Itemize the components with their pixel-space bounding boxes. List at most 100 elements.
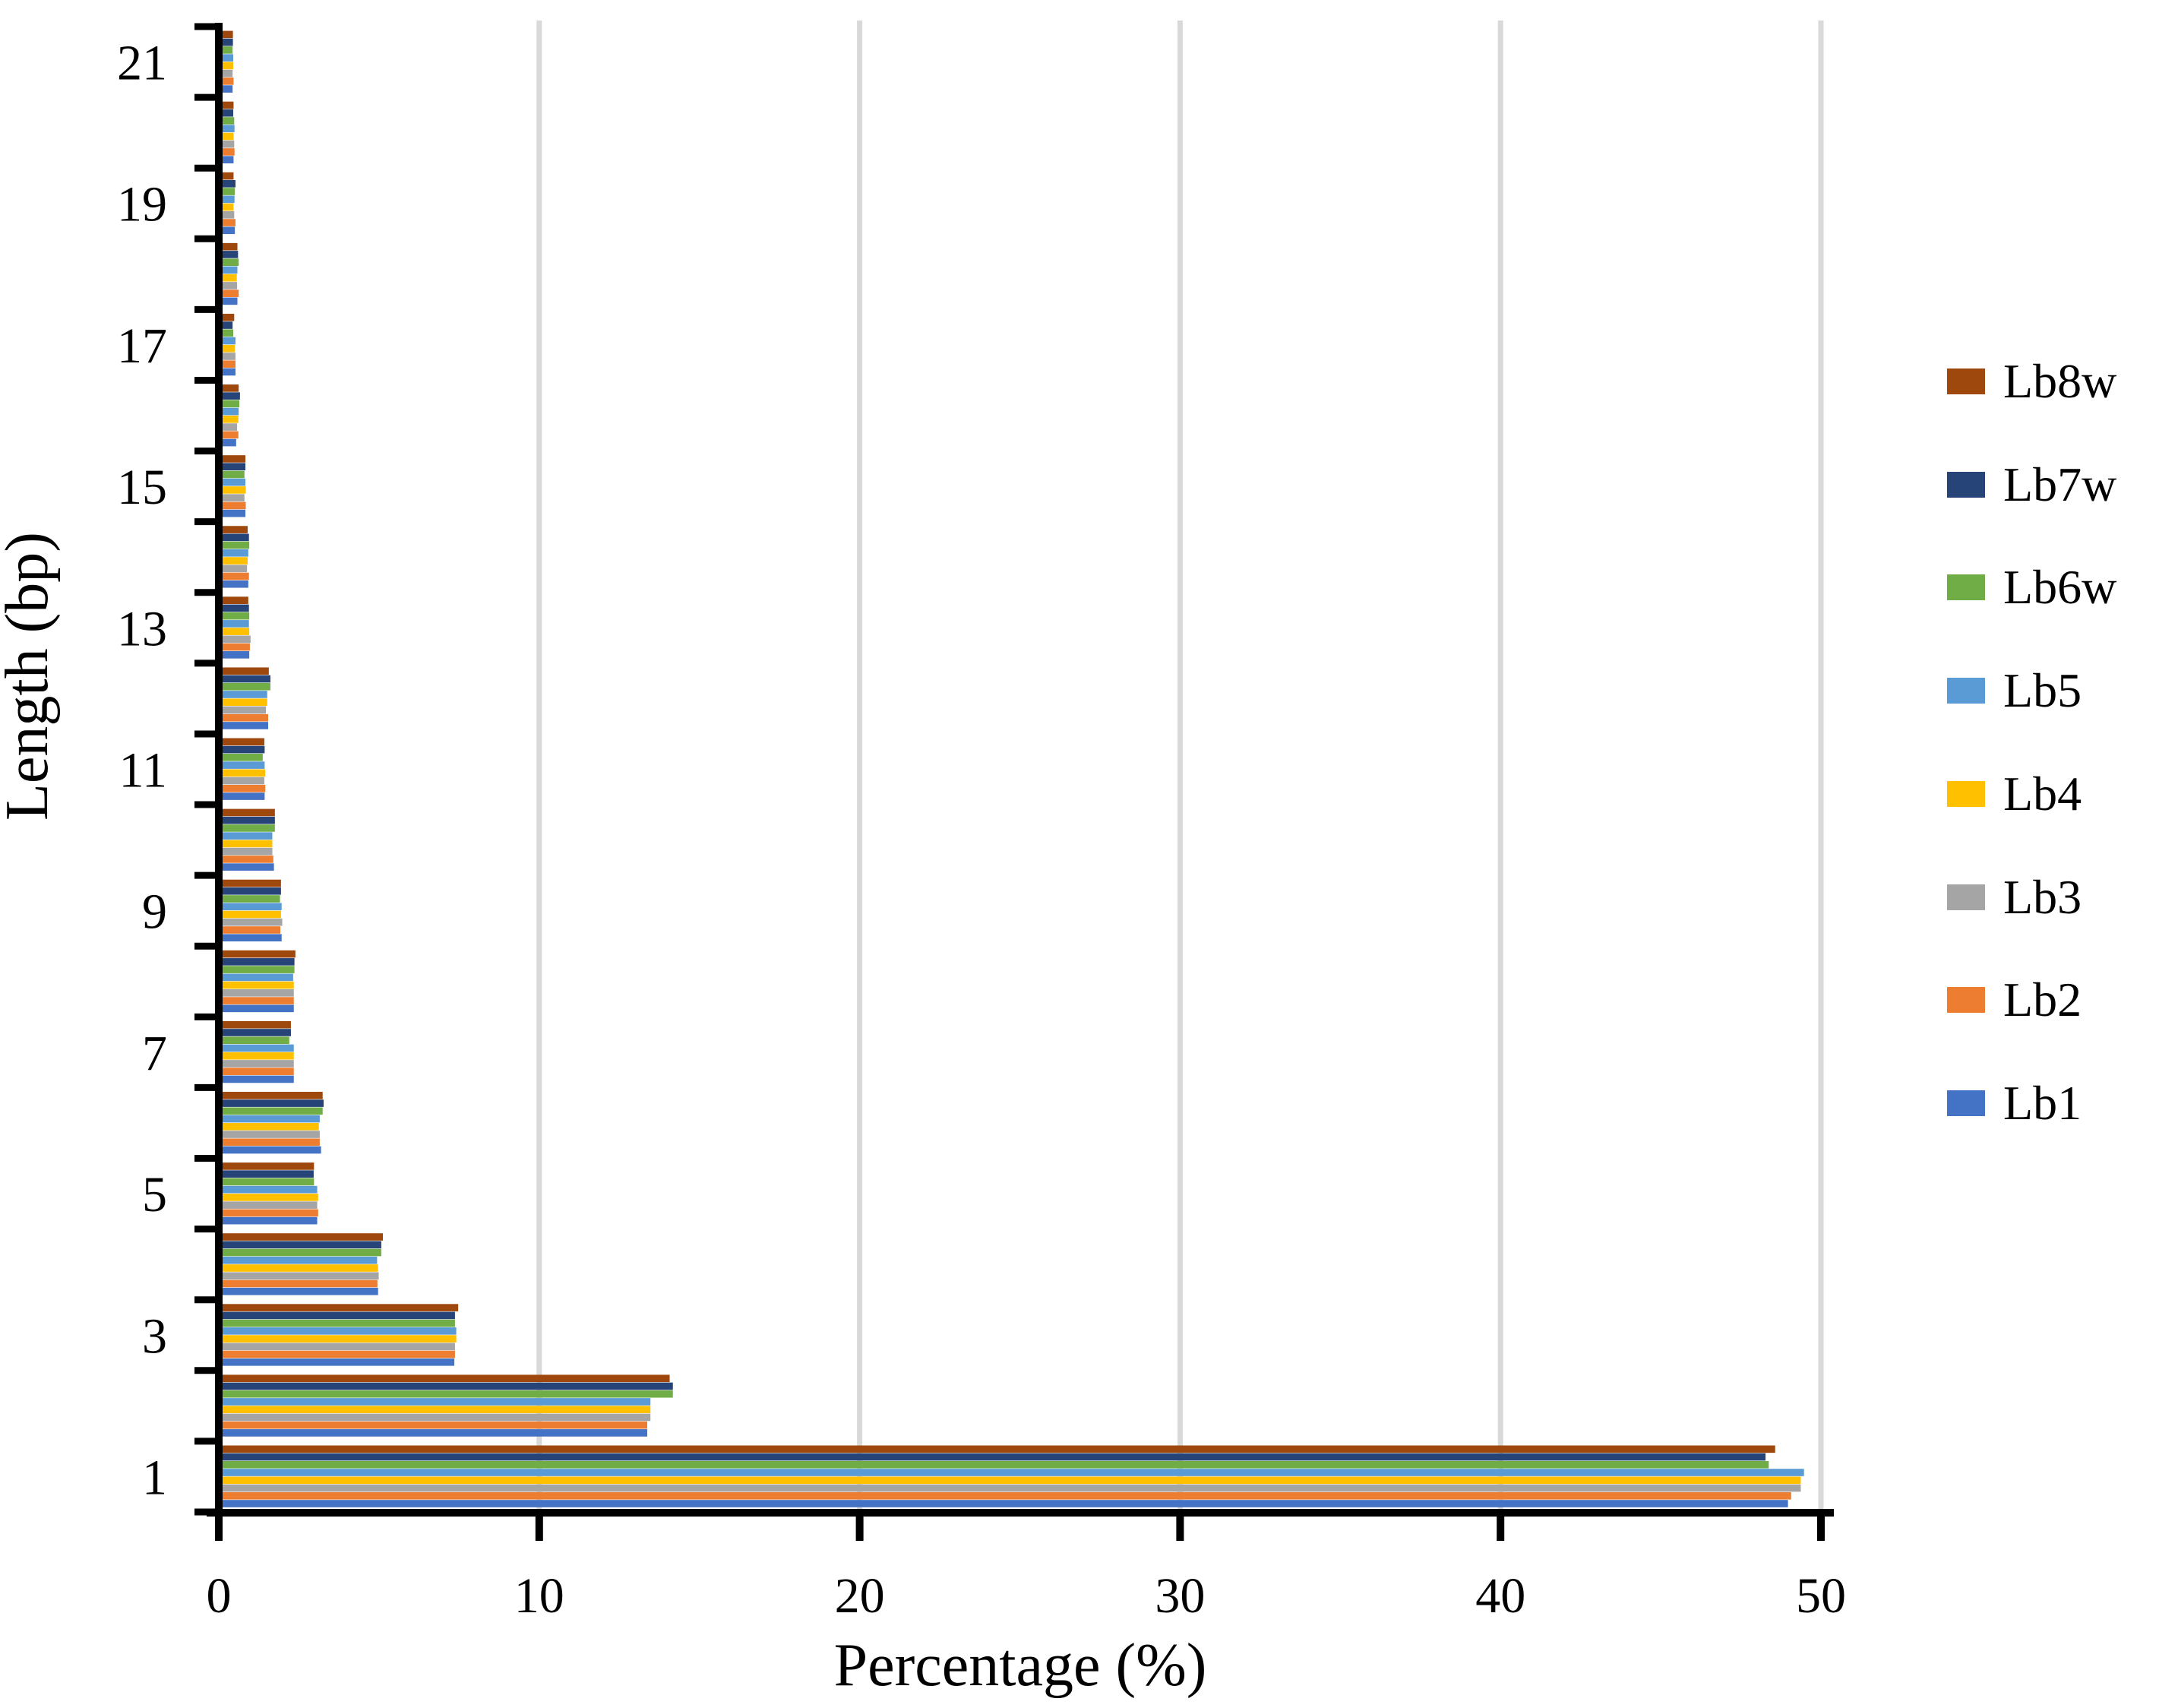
bar-Lb8w-length-16 (221, 384, 239, 392)
bar-Lb1-length-1 (221, 1500, 1788, 1507)
bar-Lb4-length-10 (221, 840, 273, 848)
bar-Lb8w-length-10 (221, 808, 275, 817)
bar-Lb8w-length-3 (221, 1304, 459, 1311)
bar-Lb1-length-5 (221, 1216, 318, 1225)
y-tick-label-13: 13 (117, 601, 167, 656)
bar-Lb8w-length-17 (221, 313, 235, 321)
bar-Lb5-length-20 (221, 125, 235, 133)
bar-Lb3-length-20 (221, 140, 235, 148)
bar-Lb3-length-1 (221, 1484, 1801, 1492)
bar-Lb6w-length-11 (221, 754, 263, 761)
bar-Lb4-length-18 (221, 274, 237, 282)
bar-Lb3-length-4 (221, 1272, 379, 1280)
y-tick-label-1: 1 (142, 1450, 167, 1505)
y-tick-label-19: 19 (117, 177, 167, 232)
bar-Lb7w-length-4 (221, 1241, 381, 1249)
bar-Lb4-length-15 (221, 486, 246, 494)
bar-Lb8w-length-1 (221, 1445, 1775, 1453)
bar-Lb1-length-7 (221, 1075, 294, 1083)
bar-Lb7w-length-18 (221, 251, 239, 258)
bar-Lb3-length-17 (221, 353, 235, 360)
bar-Lb7w-length-3 (221, 1311, 455, 1320)
y-axis-title: Length (bp) (0, 532, 61, 821)
bar-Lb5-length-1 (221, 1469, 1804, 1476)
bar-Lb6w-length-8 (221, 966, 295, 973)
x-tick-label-0: 0 (207, 1568, 232, 1624)
bar-Lb2-length-17 (221, 360, 235, 368)
bar-Lb5-length-18 (221, 266, 238, 274)
bar-Lb4-length-5 (221, 1194, 318, 1201)
y-tick-label-3: 3 (142, 1308, 167, 1364)
bar-Lb2-length-11 (221, 784, 266, 792)
bar-Lb5-length-16 (221, 407, 239, 416)
bar-Lb8w-length-8 (221, 950, 296, 958)
bar-Lb3-length-7 (221, 1060, 294, 1068)
bar-Lb5-length-19 (221, 195, 235, 204)
bar-Lb6w-length-2 (221, 1390, 673, 1398)
bar-Lb8w-length-6 (221, 1092, 323, 1099)
bar-Lb4-length-19 (221, 203, 234, 211)
bar-Lb2-length-10 (221, 856, 273, 863)
bar-Lb1-length-15 (221, 509, 246, 517)
bar-Lb1-length-17 (221, 368, 235, 376)
bar-Lb8w-length-11 (221, 738, 264, 746)
bar-Lb1-length-9 (221, 934, 282, 942)
bar-Lb3-length-9 (221, 918, 283, 926)
x-tick-label-50: 50 (1796, 1568, 1846, 1624)
bar-Lb1-length-20 (221, 156, 234, 164)
bar-Lb7w-length-17 (221, 321, 233, 329)
bar-Lb1-length-8 (221, 1004, 294, 1013)
bar-Lb3-length-6 (221, 1131, 320, 1138)
bar-Lb4-length-8 (221, 981, 294, 989)
bar-Lb7w-length-19 (221, 180, 235, 188)
bar-Lb1-length-6 (221, 1146, 321, 1154)
bar-Lb6w-length-12 (221, 682, 270, 691)
y-tick-label-5: 5 (142, 1167, 167, 1222)
bar-Lb2-length-15 (221, 501, 246, 510)
bar-Lb8w-length-12 (221, 667, 269, 675)
y-tick-label-15: 15 (117, 460, 167, 515)
bar-Lb5-length-17 (221, 337, 235, 345)
bar-Lb6w-length-17 (221, 329, 234, 337)
bar-Lb8w-length-19 (221, 172, 234, 180)
bar-Lb6w-length-1 (221, 1460, 1769, 1469)
bar-Lb7w-length-10 (221, 816, 275, 824)
bar-Lb7w-length-15 (221, 463, 246, 471)
bar-Lb6w-length-14 (221, 541, 250, 549)
bar-Lb4-length-11 (221, 769, 266, 777)
bar-Lb2-length-16 (221, 431, 239, 439)
bar-Lb4-length-14 (221, 557, 248, 565)
y-tick-label-9: 9 (142, 884, 167, 940)
bar-Lb2-length-13 (221, 643, 250, 651)
axes (194, 23, 1834, 1541)
bar-Lb4-length-2 (221, 1406, 651, 1413)
bar-Lb5-length-2 (221, 1398, 651, 1406)
bar-Lb1-length-18 (221, 297, 238, 305)
bar-Lb5-length-21 (221, 54, 234, 62)
bar-Lb8w-length-2 (221, 1374, 670, 1383)
bar-Lb6w-length-5 (221, 1178, 315, 1186)
bar-Lb4-length-21 (221, 62, 234, 70)
bar-Lb3-length-12 (221, 706, 267, 714)
bar-Lb8w-length-5 (221, 1162, 315, 1170)
bar-Lb7w-length-20 (221, 109, 234, 117)
bar-Lb8w-length-13 (221, 596, 248, 604)
bar-Lb4-length-9 (221, 910, 281, 919)
bar-Lb6w-length-21 (221, 46, 233, 54)
bar-Lb6w-length-3 (221, 1319, 455, 1327)
bar-Lb2-length-9 (221, 926, 281, 934)
bar-Lb4-length-4 (221, 1264, 378, 1272)
bar-Lb3-length-2 (221, 1413, 651, 1422)
bar-Lb1-length-19 (221, 226, 235, 235)
bar-Lb8w-length-7 (221, 1020, 291, 1029)
bar-Lb3-length-18 (221, 282, 238, 289)
bar-Lb5-length-6 (221, 1115, 320, 1123)
bar-Lb5-length-4 (221, 1256, 378, 1264)
bar-Lb2-length-6 (221, 1138, 320, 1147)
bar-Lb7w-length-14 (221, 533, 249, 542)
bar-Lb8w-length-21 (221, 30, 233, 39)
bar-Lb7w-length-21 (221, 38, 233, 46)
bar-Lb4-length-7 (221, 1052, 294, 1060)
bar-Lb5-length-9 (221, 903, 282, 911)
bar-Lb4-length-13 (221, 628, 250, 635)
